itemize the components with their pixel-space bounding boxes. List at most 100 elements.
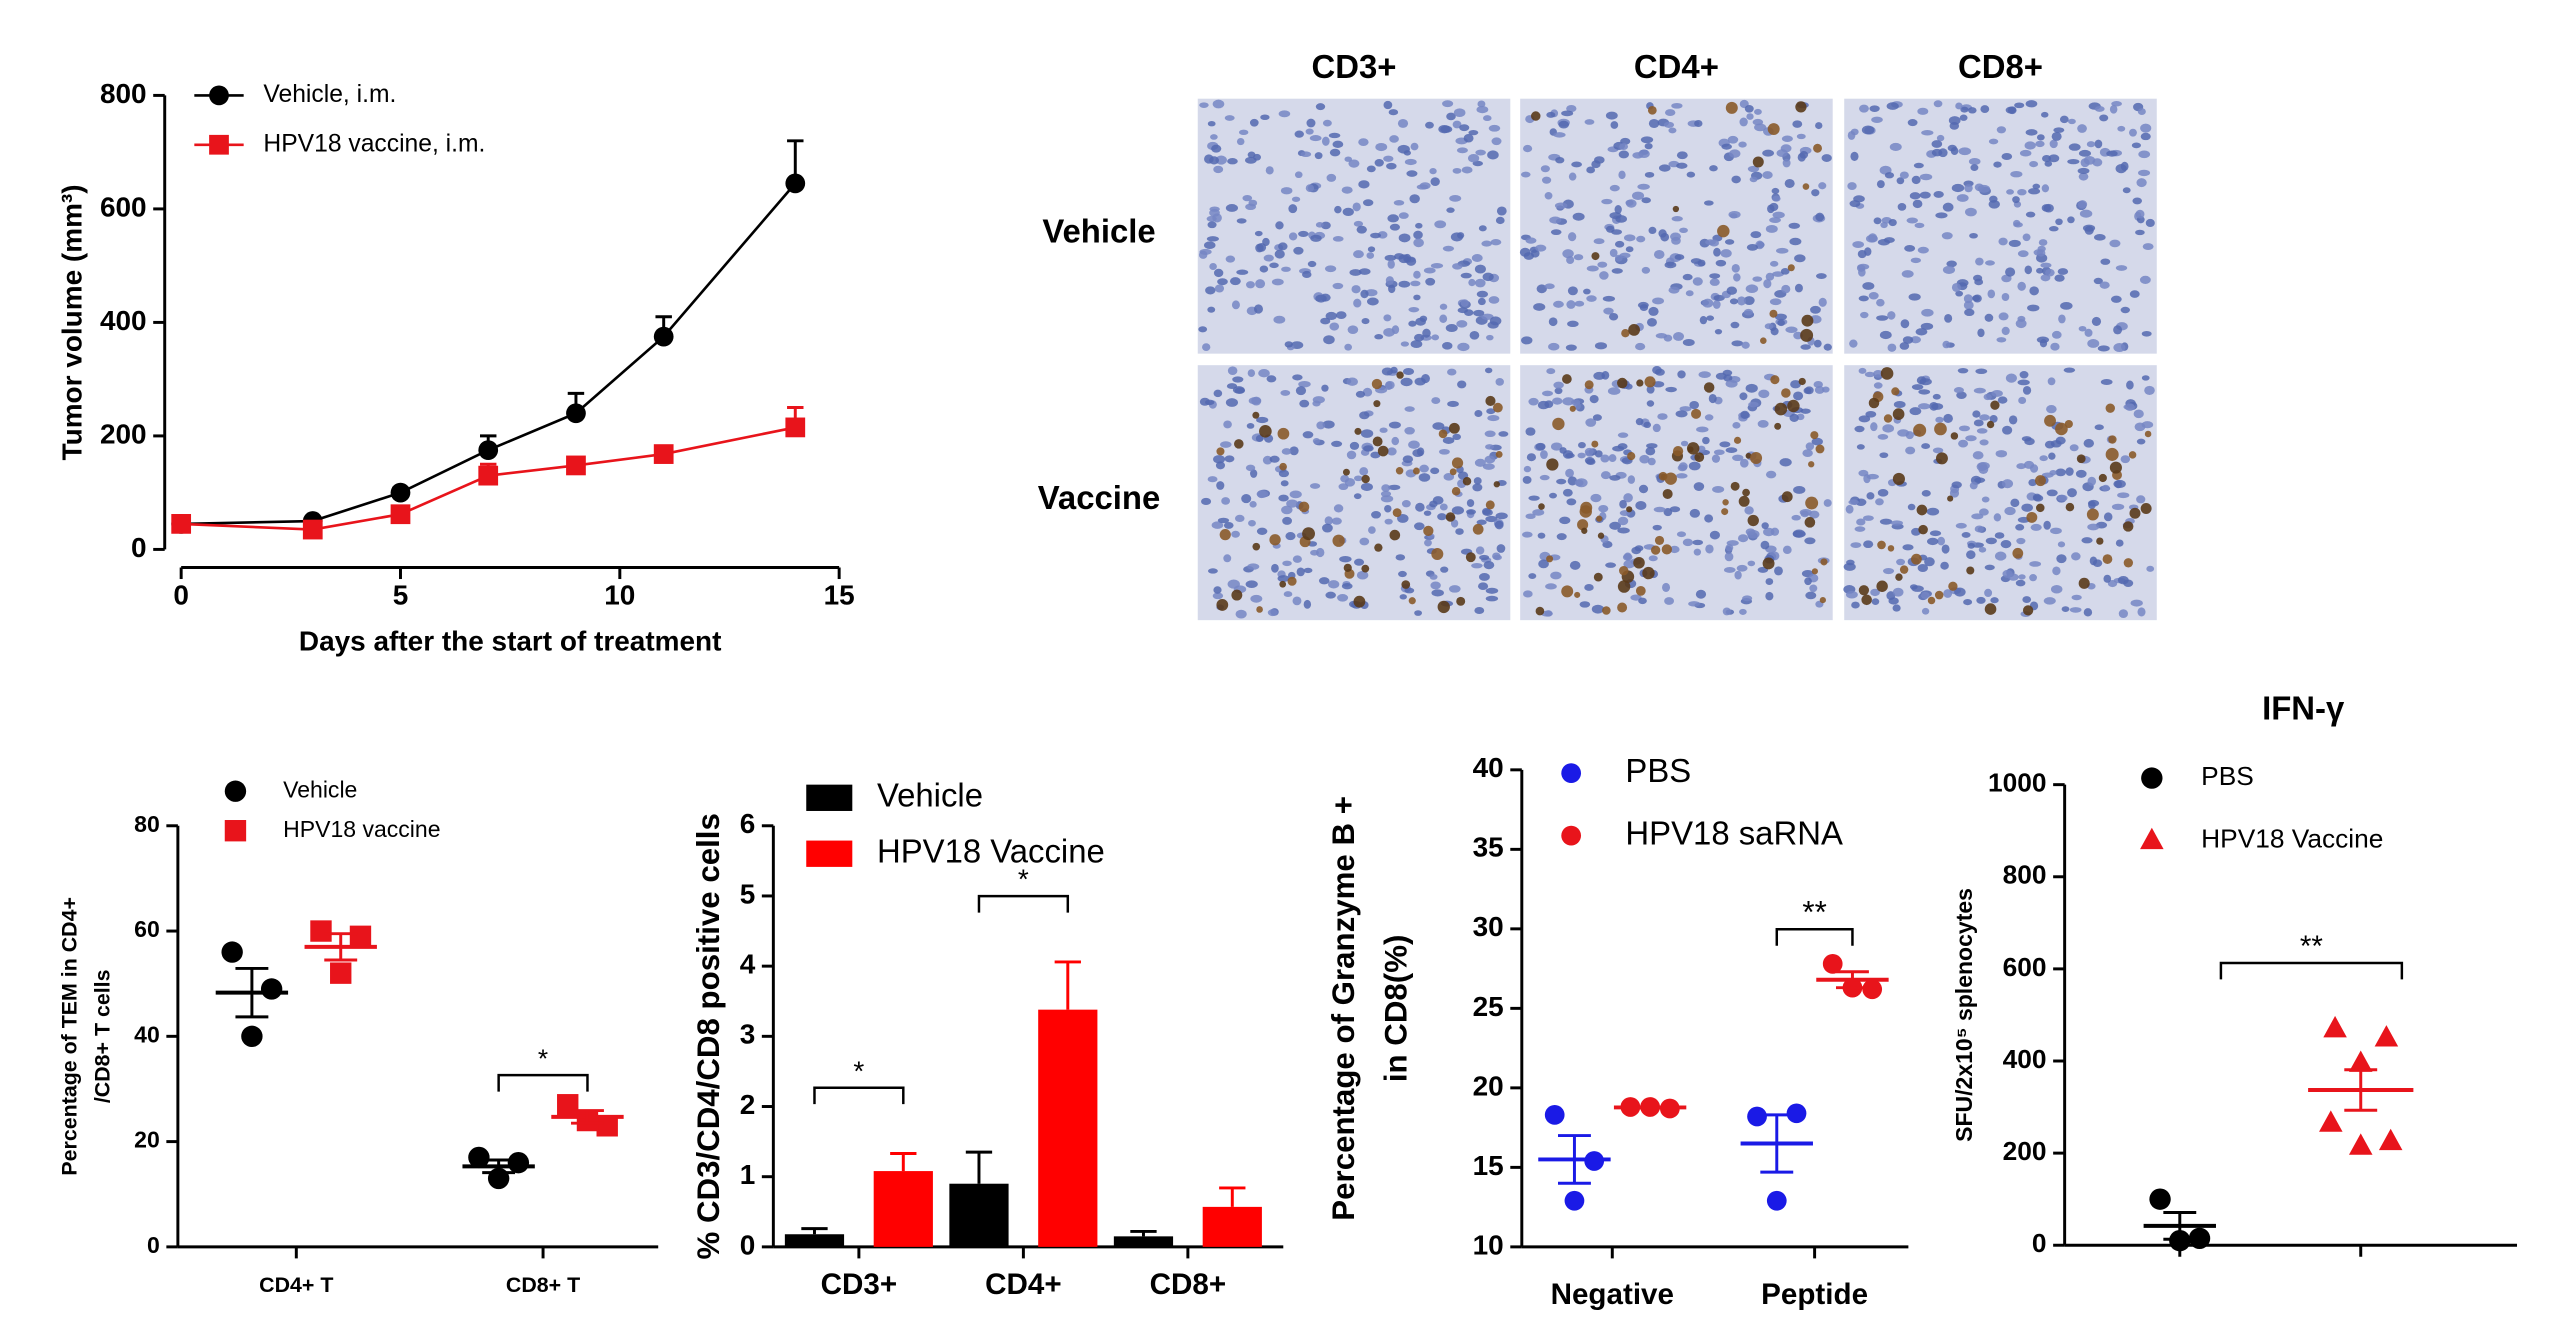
nucleus (1908, 293, 1921, 301)
nucleus (2079, 209, 2093, 218)
nucleus (1754, 123, 1767, 132)
nucleus (1726, 286, 1738, 295)
stained-cell (1990, 400, 2000, 410)
stained-cell (1401, 580, 1411, 589)
nucleus (1439, 314, 1448, 323)
error-bar (2344, 1068, 2378, 1112)
stained-cell (2109, 461, 2122, 474)
nucleus (1225, 255, 1236, 263)
stained-cell (1752, 156, 1764, 168)
nucleus (1544, 400, 1554, 408)
nucleus (1793, 391, 1804, 401)
nucleus (2075, 469, 2087, 478)
nucleus (1899, 171, 1909, 179)
nucleus (1640, 136, 1654, 144)
nucleus (1567, 476, 1578, 486)
nucleus (1635, 418, 1644, 426)
nucleus (1550, 442, 1563, 451)
nucleus (1609, 475, 1621, 481)
nucleus (1989, 195, 1998, 203)
nucleus (1419, 464, 1429, 473)
stained-cell (1596, 515, 1603, 522)
nucleus (1803, 387, 1812, 394)
nucleus (1641, 197, 1651, 204)
nucleus (1742, 595, 1753, 602)
nucleus (1862, 282, 1875, 290)
nucleus (1800, 408, 1811, 414)
nucleus (1552, 397, 1563, 405)
nucleus (1583, 288, 1591, 295)
nucleus (1761, 522, 1769, 530)
point (1564, 1190, 1585, 1211)
y-tick-label: 0 (740, 1229, 756, 1260)
nucleus (1721, 143, 1732, 150)
error-bar (1130, 1229, 1157, 1237)
nucleus (1689, 400, 1699, 410)
stained-cell (1654, 535, 1665, 546)
stained-cell (1927, 596, 1936, 605)
y-axis-label: /CD8+ T cells (90, 969, 114, 1103)
nucleus (1321, 384, 1329, 392)
nucleus (1430, 581, 1441, 590)
nucleus (1713, 247, 1721, 257)
y-tick-label: 80 (134, 811, 160, 837)
legend-label: Vehicle (283, 776, 357, 802)
legend-marker (2140, 827, 2164, 850)
nucleus (1322, 119, 1332, 127)
nucleus (1246, 281, 1255, 289)
nucleus (1295, 386, 1307, 396)
nucleus (1974, 278, 1984, 286)
nucleus (1804, 577, 1812, 586)
stained-cell (1621, 329, 1630, 338)
nucleus (1360, 289, 1369, 299)
nucleus (1474, 606, 1485, 615)
nucleus (1653, 506, 1666, 513)
nucleus (1942, 265, 1956, 274)
nucleus (1709, 530, 1720, 540)
nucleus (1815, 122, 1823, 130)
nucleus (1698, 371, 1711, 379)
stained-cell (1423, 525, 1434, 536)
nucleus (1725, 544, 1734, 552)
nucleus (1863, 540, 1874, 549)
nucleus (1731, 264, 1740, 273)
nucleus (1959, 114, 1968, 121)
stained-cell (1584, 380, 1594, 390)
point (785, 173, 806, 194)
nucleus (2022, 233, 2031, 242)
nucleus (2022, 385, 2032, 395)
nucleus (2113, 343, 2126, 353)
nucleus (2019, 371, 2029, 379)
nucleus (1255, 435, 1264, 443)
error-bar (965, 1150, 993, 1184)
nucleus (1586, 265, 1599, 272)
stained-cell (1396, 371, 1404, 379)
x-axis-label: Days after the start of treatment (299, 626, 722, 657)
legend-marker (1561, 825, 1582, 846)
nucleus (1941, 544, 1950, 554)
nucleus (1866, 492, 1875, 500)
nucleus (2056, 554, 2067, 564)
nucleus (1632, 152, 1644, 159)
nucleus (1940, 561, 1949, 570)
nucleus (1973, 419, 1984, 427)
nucleus (1679, 406, 1692, 412)
stained-cell (1635, 585, 1646, 596)
nucleus (1702, 298, 1714, 308)
nucleus (2071, 552, 2081, 561)
nucleus (2087, 476, 2097, 486)
nucleus (1671, 216, 1683, 222)
nucleus (1448, 585, 1461, 593)
nucleus (1248, 519, 1256, 527)
nucleus (1609, 184, 1620, 192)
nucleus (1724, 552, 1734, 562)
x-tick-label: CD8+ T (506, 1273, 580, 1297)
nucleus (1598, 504, 1609, 513)
stained-cell (1531, 111, 1541, 121)
nucleus (1692, 277, 1703, 286)
nucleus (1767, 204, 1775, 214)
stained-cell (1617, 602, 1628, 613)
nucleus (1688, 461, 1701, 471)
nucleus (1562, 488, 1573, 497)
nucleus (1601, 198, 1613, 205)
